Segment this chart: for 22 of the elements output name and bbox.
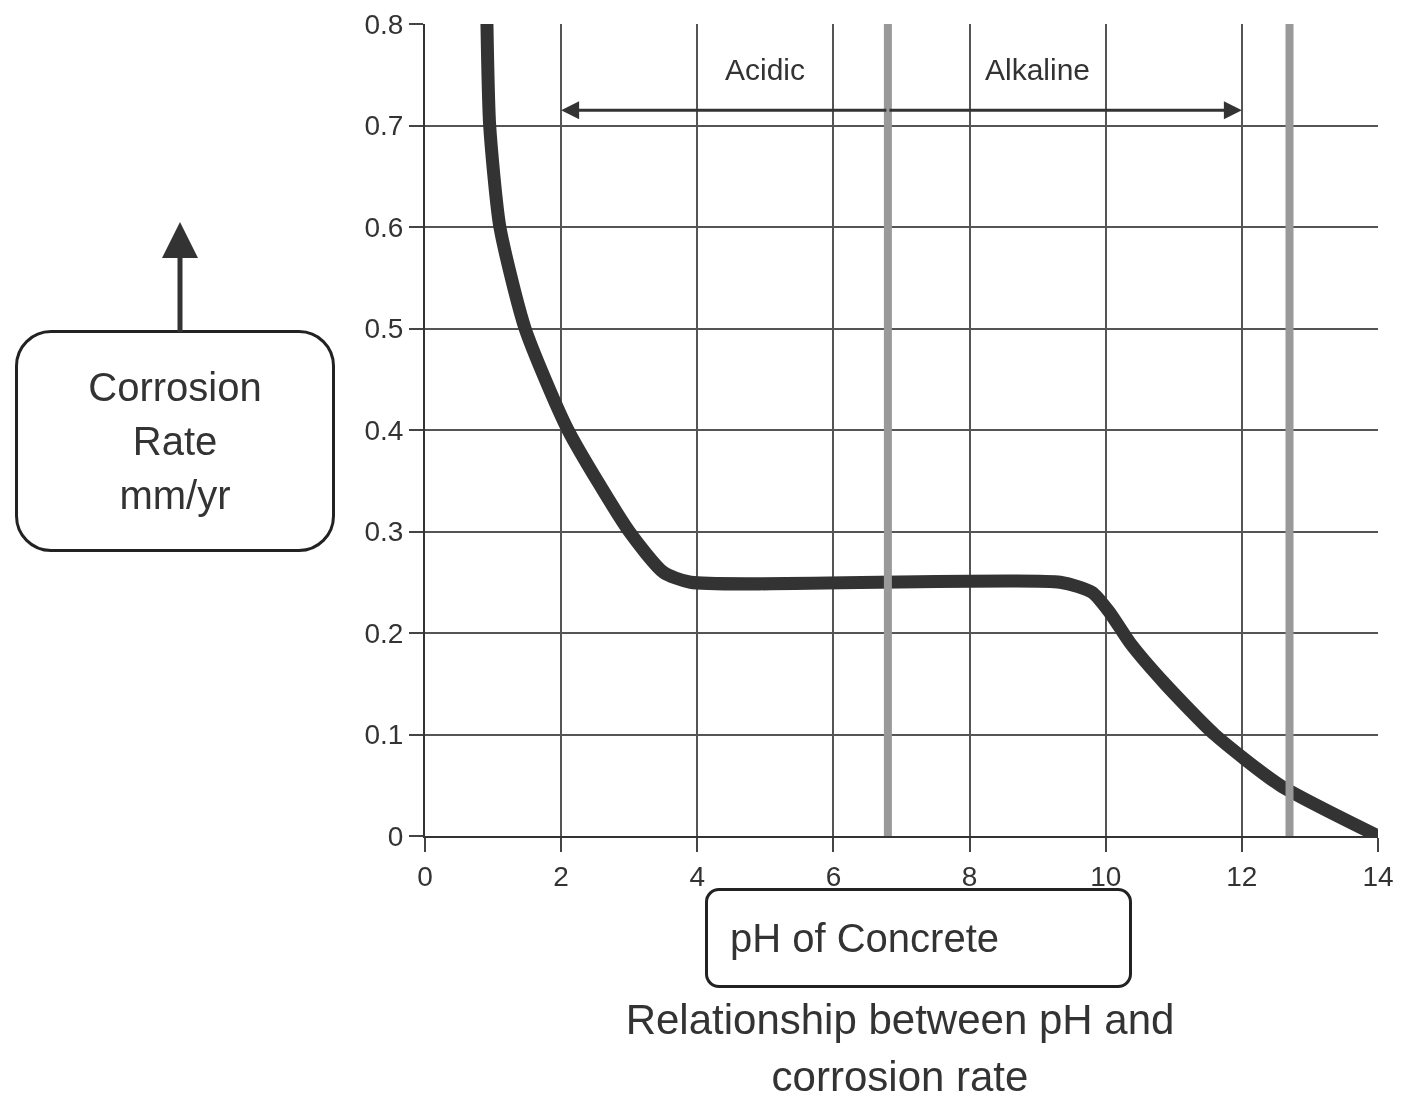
x-axis-title: pH of Concrete: [730, 915, 1000, 962]
x-tick-label: 8: [961, 860, 978, 892]
x-tick-label: 10: [1090, 860, 1122, 892]
x-tick-label: 14: [1362, 860, 1394, 892]
y-tick-label: 0.3: [364, 516, 404, 548]
y-tick-label: 0.1: [364, 719, 404, 751]
y-tick-label: 0.7: [364, 110, 404, 142]
x-tick-label: 0: [417, 860, 433, 892]
y-axis-title: Corrosion Rate mm/yr: [87, 364, 263, 519]
x-tick-label: 12: [1226, 860, 1258, 892]
x-tick-label: 6: [825, 860, 842, 892]
y-tick-label: 0.2: [364, 617, 404, 649]
annotation: Acidic: [725, 53, 806, 86]
y-tick-label: 0.5: [364, 313, 404, 345]
text: Relationship between pH and corrosion rate: [624, 995, 1176, 1102]
annotation: Alkaline: [985, 53, 1091, 86]
x-tick-label: 4: [689, 860, 706, 892]
y-tick-label: 0.6: [364, 211, 404, 243]
x-tick-label: 2: [553, 860, 569, 892]
y-tick-label: 0.8: [364, 8, 404, 40]
y-tick-label: 0: [387, 820, 404, 852]
y-tick-label: 0.4: [364, 414, 404, 446]
